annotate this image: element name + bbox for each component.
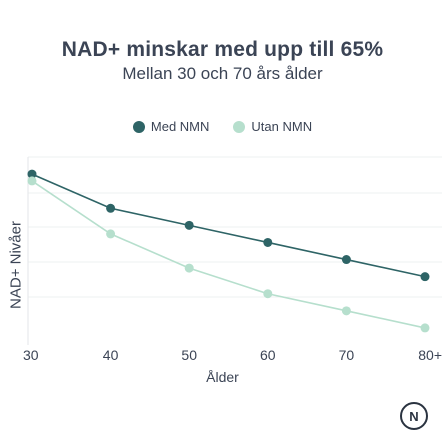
legend-label-med-nmn: Med NMN (150, 119, 210, 134)
data-point-s1-4 (341, 306, 351, 316)
data-point-s0-1 (106, 203, 116, 213)
data-point-s1-5 (420, 323, 430, 333)
x-tick-label-3: 60 (260, 347, 276, 363)
legend-label-utan-nmn: Utan NMN (251, 119, 313, 134)
chart-title: NAD+ minskar med upp till 65% (61, 38, 384, 61)
data-point-s0-3 (263, 237, 273, 247)
x-tick-label-0: 30 (23, 347, 39, 363)
x-tick-label-5: 80+ (418, 347, 442, 363)
brand-logo: N (400, 402, 428, 430)
x-axis-label: Ålder (206, 369, 239, 385)
chart-subtitle: Mellan 30 och 70 års ålder (122, 64, 323, 83)
legend-marker-utan-nmn (233, 120, 246, 133)
chart-legend: Med NMN Utan NMN (0, 119, 445, 134)
data-point-s0-4 (341, 255, 351, 265)
legend-marker-med-nmn (132, 120, 145, 133)
series-line-0 (31, 173, 426, 278)
x-tick-label-4: 70 (339, 347, 355, 363)
data-point-s0-0 (27, 169, 37, 179)
data-point-s0-2 (184, 220, 194, 230)
data-point-s1-3 (263, 289, 273, 299)
data-point-s1-1 (106, 229, 116, 239)
series-line-1 (31, 180, 426, 329)
x-tick-label-2: 50 (181, 347, 197, 363)
legend-item-utan-nmn: Utan NMN (233, 119, 312, 134)
data-point-s1-2 (184, 263, 194, 273)
x-tick-label-1: 40 (103, 347, 119, 363)
data-point-s1-0 (27, 176, 37, 186)
legend-item-med-nmn: Med NMN (132, 119, 210, 134)
data-point-s0-5 (420, 272, 430, 282)
